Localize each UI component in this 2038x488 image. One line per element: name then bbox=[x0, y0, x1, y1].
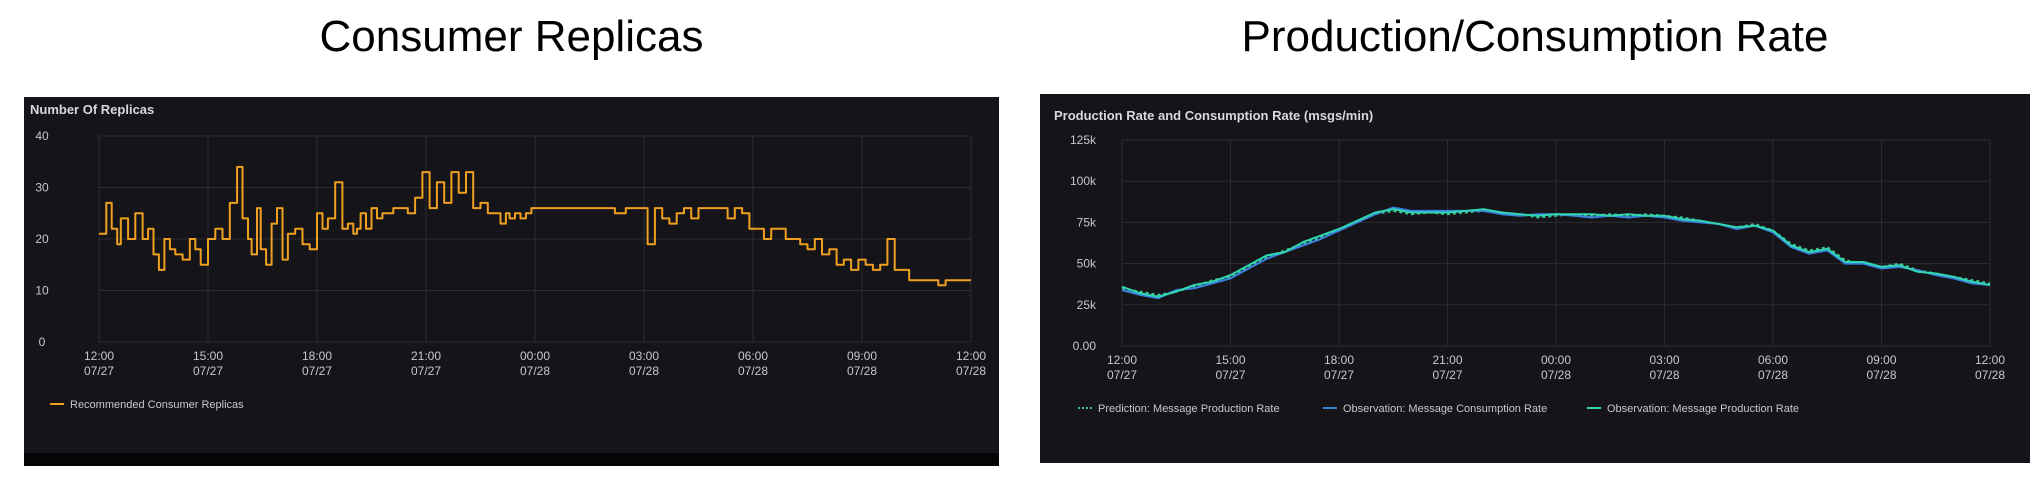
x-tick-label-date: 07/28 bbox=[1975, 368, 2005, 382]
series-line-3 bbox=[1121, 208, 1991, 298]
x-tick-label-time: 18:00 bbox=[1324, 353, 1354, 367]
series-line-1 bbox=[99, 165, 971, 287]
x-tick-label-time: 12:00 bbox=[1975, 353, 2005, 367]
y-tick-label: 0 bbox=[39, 335, 46, 349]
x-tick-label-time: 21:00 bbox=[1432, 353, 1462, 367]
legend-label: Recommended Consumer Replicas bbox=[70, 399, 244, 411]
legend-label: Observation: Message Production Rate bbox=[1607, 403, 1799, 415]
x-tick-label-date: 07/28 bbox=[956, 364, 986, 378]
x-tick-label-date: 07/27 bbox=[302, 364, 332, 378]
replicas-chart: 40302010012:0007/2715:0007/2718:0007/272… bbox=[35, 129, 986, 411]
x-tick-label-date: 07/28 bbox=[1866, 368, 1896, 382]
y-tick-label: 0.00 bbox=[1073, 339, 1097, 353]
x-tick-label-date: 07/27 bbox=[84, 364, 114, 378]
x-tick-label-date: 07/27 bbox=[1432, 368, 1462, 382]
x-tick-label-time: 18:00 bbox=[302, 349, 332, 363]
x-tick-label-date: 07/27 bbox=[1324, 368, 1354, 382]
rate-chart: 125k100k75k50k25k0.0012:0007/2715:0007/2… bbox=[1070, 133, 2005, 415]
x-tick-label-time: 00:00 bbox=[1541, 353, 1571, 367]
x-tick-label-time: 21:00 bbox=[411, 349, 441, 363]
x-tick-label-date: 07/28 bbox=[1541, 368, 1571, 382]
x-tick-label-time: 06:00 bbox=[1758, 353, 1788, 367]
y-tick-label: 25k bbox=[1077, 298, 1097, 312]
series-line-1 bbox=[1121, 209, 1991, 296]
x-tick-label-time: 12:00 bbox=[1107, 353, 1137, 367]
replicas-chart-panel: Number Of Replicas 40 30 20 10 0 12:00 07/27 15… bbox=[24, 97, 999, 466]
x-tick-label-date: 07/27 bbox=[1215, 368, 1245, 382]
y-tick-label: 125k bbox=[1070, 133, 1097, 147]
y-tick-label: 50k bbox=[1077, 257, 1097, 271]
heading-consumer-replicas: Consumer Replicas bbox=[319, 12, 704, 61]
x-tick-label-date: 07/27 bbox=[411, 364, 441, 378]
y-tick-label: 10 bbox=[35, 284, 49, 298]
x-tick-label-time: 15:00 bbox=[1215, 353, 1245, 367]
x-tick-label-date: 07/28 bbox=[520, 364, 550, 378]
x-tick-label-time: 12:00 bbox=[956, 349, 986, 363]
x-tick-label-date: 07/28 bbox=[738, 364, 768, 378]
y-tick-label: 75k bbox=[1077, 215, 1097, 229]
x-tick-label-time: 09:00 bbox=[1866, 353, 1896, 367]
x-tick-label-time: 03:00 bbox=[629, 349, 659, 363]
x-tick-label-date: 07/28 bbox=[847, 364, 877, 378]
replicas-panel-title: Number Of Replicas bbox=[30, 102, 155, 117]
x-tick-label-date: 07/28 bbox=[1649, 368, 1679, 382]
x-tick-label-time: 15:00 bbox=[193, 349, 223, 363]
heading-production-consumption-rate: Production/Consumption Rate bbox=[1241, 12, 1829, 61]
y-tick-label: 30 bbox=[35, 181, 49, 195]
y-tick-label: 20 bbox=[35, 232, 49, 246]
panel-bottom-strip bbox=[24, 453, 999, 466]
x-tick-label-date: 07/27 bbox=[1107, 368, 1137, 382]
rate-chart-panel: Production Rate and Consumption Rate (ms… bbox=[1040, 94, 2030, 463]
x-tick-label-time: 06:00 bbox=[738, 349, 768, 363]
legend-label: Prediction: Message Production Rate bbox=[1098, 403, 1280, 415]
y-tick-label: 40 bbox=[35, 129, 49, 143]
rate-panel-title: Production Rate and Consumption Rate (ms… bbox=[1054, 108, 1374, 123]
legend-label: Observation: Message Consumption Rate bbox=[1343, 403, 1547, 415]
x-tick-label-time: 09:00 bbox=[847, 349, 877, 363]
y-tick-label: 100k bbox=[1070, 174, 1097, 188]
x-tick-label-date: 07/28 bbox=[629, 364, 659, 378]
x-tick-label-date: 07/27 bbox=[193, 364, 223, 378]
x-tick-label-date: 07/28 bbox=[1758, 368, 1788, 382]
x-tick-label-time: 03:00 bbox=[1649, 353, 1679, 367]
x-tick-label-time: 12:00 bbox=[84, 349, 114, 363]
x-tick-label-time: 00:00 bbox=[520, 349, 550, 363]
